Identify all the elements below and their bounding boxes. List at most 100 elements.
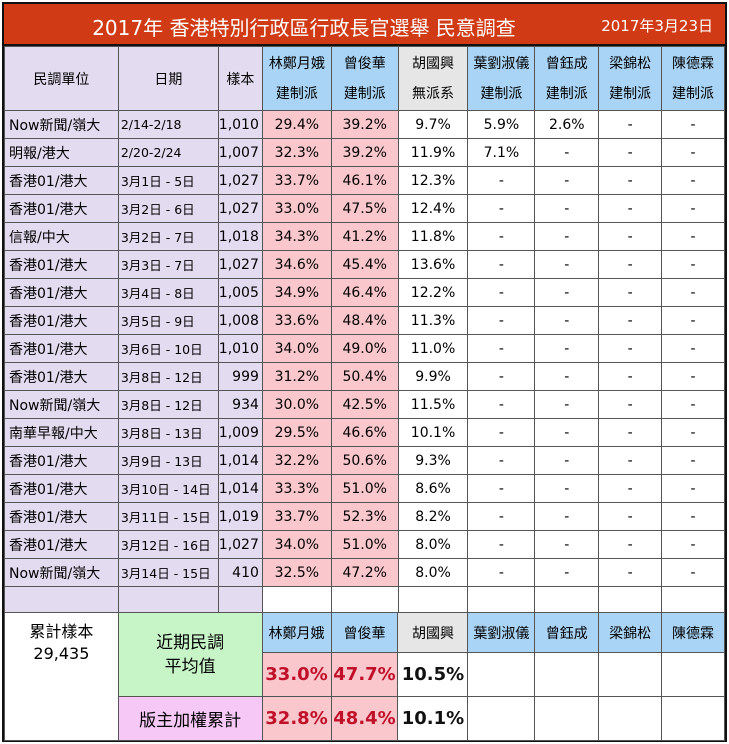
table-row: 香港01/港大 3月1日 - 5日 1,027 33.7% 46.1% 12.3% - - - -	[4, 166, 725, 195]
org-cell: Now新聞/嶺大	[4, 110, 119, 139]
empty-cell	[261, 586, 332, 613]
value-cell: -	[467, 222, 536, 251]
value-cell: 46.1%	[330, 166, 399, 195]
value-cell: 42.5%	[330, 390, 399, 419]
value-cell: 33.7%	[261, 166, 332, 195]
date-cell: 3月9日 - 13日	[117, 446, 219, 475]
org-cell: Now新聞/嶺大	[4, 390, 119, 419]
spacer-row	[4, 586, 725, 613]
value-cell: -	[661, 278, 725, 307]
value-cell: 30.0%	[261, 390, 332, 419]
sample-cell: 999	[217, 362, 263, 391]
value-cell: 12.2%	[397, 278, 469, 307]
value-cell: -	[534, 502, 600, 531]
recent-average-value: 33.0%	[261, 652, 332, 697]
value-cell: 13.6%	[397, 250, 469, 279]
value-cell: -	[467, 446, 536, 475]
table-row: 香港01/港大 3月10日 - 14日 1,014 33.3% 51.0% 8.6% - - -…	[4, 474, 725, 503]
org-cell: 香港01/港大	[4, 334, 119, 363]
table-row: Now新聞/嶺大 2/14-2/18 1,010 29.4% 39.2% 9.7% 5.9%…	[4, 110, 725, 139]
value-cell: -	[467, 166, 536, 195]
value-cell: -	[598, 390, 663, 419]
weighted-value: 48.4%	[330, 696, 399, 741]
value-cell: -	[534, 362, 600, 391]
value-cell: 34.0%	[261, 530, 332, 559]
org-cell: 香港01/港大	[4, 474, 119, 503]
value-cell: -	[598, 362, 663, 391]
value-cell: 39.2%	[330, 138, 399, 167]
value-cell: 49.0%	[330, 334, 399, 363]
value-cell: -	[661, 530, 725, 559]
value-cell: 11.9%	[397, 138, 469, 167]
org-cell: Now新聞/嶺大	[4, 558, 119, 587]
summary-candidate-name: 胡國興	[397, 612, 469, 653]
empty-cell	[117, 586, 219, 613]
value-cell: 9.3%	[397, 446, 469, 475]
header-candidate: 曾鈺成 建制派	[534, 46, 600, 111]
value-cell: -	[661, 138, 725, 167]
date-cell: 3月5日 - 9日	[117, 306, 219, 335]
sample-cell: 1,009	[217, 418, 263, 447]
value-cell: -	[661, 446, 725, 475]
value-cell: -	[534, 558, 600, 587]
value-cell: 46.6%	[330, 418, 399, 447]
value-cell: 11.0%	[397, 334, 469, 363]
value-cell: -	[534, 446, 600, 475]
org-cell: 香港01/港大	[4, 250, 119, 279]
value-cell: -	[598, 194, 663, 223]
date-cell: 3月8日 - 12日	[117, 362, 219, 391]
empty-cell	[661, 586, 725, 613]
value-cell: 51.0%	[330, 474, 399, 503]
date-cell: 3月14日 - 15日	[117, 558, 219, 587]
page-title: 2017年 香港特別行政區行政長官選舉 民意調查	[92, 16, 516, 40]
value-cell: 8.2%	[397, 502, 469, 531]
empty-cell	[598, 652, 663, 697]
value-cell: -	[467, 278, 536, 307]
table-row: 香港01/港大 3月12日 - 16日 1,027 34.0% 51.0% 8.0% - - -…	[4, 530, 725, 559]
date-cell: 3月2日 - 7日	[117, 222, 219, 251]
value-cell: -	[661, 166, 725, 195]
value-cell: -	[534, 390, 600, 419]
value-cell: -	[467, 390, 536, 419]
weighted-value: 10.1%	[397, 696, 469, 741]
value-cell: -	[534, 278, 600, 307]
org-cell: 香港01/港大	[4, 530, 119, 559]
sample-cell: 1,019	[217, 502, 263, 531]
summary-candidate-name: 葉劉淑儀	[467, 612, 536, 653]
weighted-value: 32.8%	[261, 696, 332, 741]
table-row: 信報/中大 3月2日 - 7日 1,018 34.3% 41.2% 11.8% - - - -	[4, 222, 725, 251]
org-cell: 香港01/港大	[4, 362, 119, 391]
sample-cell: 1,027	[217, 530, 263, 559]
value-cell: -	[534, 166, 600, 195]
empty-cell	[534, 652, 600, 697]
table-row: 香港01/港大 3月3日 - 7日 1,027 34.6% 45.4% 13.6% - - - -	[4, 250, 725, 279]
value-cell: -	[598, 334, 663, 363]
sample-cell: 1,018	[217, 222, 263, 251]
recent-average-value: 10.5%	[397, 652, 469, 697]
value-cell: -	[598, 502, 663, 531]
value-cell: -	[598, 530, 663, 559]
empty-cell	[598, 696, 663, 741]
value-cell: -	[598, 474, 663, 503]
date-cell: 2/14-2/18	[117, 110, 219, 139]
value-cell: 33.3%	[261, 474, 332, 503]
value-cell: -	[661, 222, 725, 251]
value-cell: 11.5%	[397, 390, 469, 419]
header-candidate: 梁錦松 建制派	[598, 46, 663, 111]
value-cell: 47.5%	[330, 194, 399, 223]
summary-candidate-name: 曾鈺成	[534, 612, 600, 653]
empty-cell	[4, 586, 119, 613]
value-cell: -	[661, 362, 725, 391]
value-cell: 32.5%	[261, 558, 332, 587]
table-row: 香港01/港大 3月2日 - 6日 1,027 33.0% 47.5% 12.4% - - - -	[4, 194, 725, 223]
table-row: 香港01/港大 3月4日 - 8日 1,005 34.9% 46.4% 12.2% - - - -	[4, 278, 725, 307]
value-cell: -	[534, 418, 600, 447]
value-cell: -	[534, 222, 600, 251]
value-cell: -	[467, 474, 536, 503]
summary-candidate-name: 林鄭月娥	[261, 612, 332, 653]
value-cell: -	[467, 530, 536, 559]
header-org: 民調單位	[4, 46, 119, 111]
value-cell: 39.2%	[330, 110, 399, 139]
empty-cell	[467, 586, 536, 613]
value-cell: -	[661, 558, 725, 587]
